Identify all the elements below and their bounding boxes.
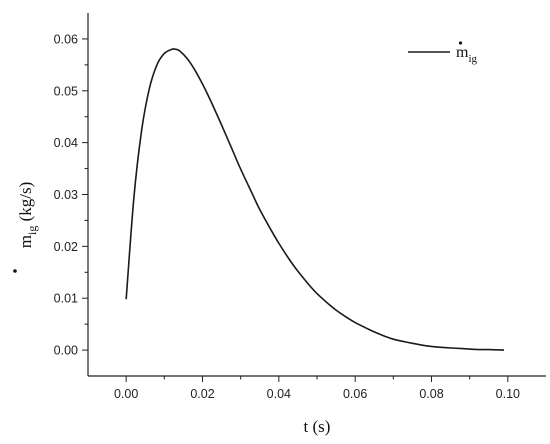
legend-label-dot [458,41,463,45]
x-axis-title: t (s) [304,417,331,436]
y-tick-label: 0.01 [54,292,78,306]
y-tick-label: 0.04 [54,136,78,150]
y-axis-title-symbol: m [16,235,35,248]
y-tick-label: 0.06 [54,32,78,46]
series-line-mig [125,48,505,351]
svg-text:mig (kg/s): mig (kg/s) [16,182,39,249]
y-tick-label: 0.00 [54,344,78,358]
legend: mig [408,41,478,65]
y-axis-title-subscript: ig [25,226,39,235]
x-axis-ticks: 0.00 0.02 0.04 0.06 0.08 0.10 [114,376,520,401]
x-tick-label: 0.04 [267,387,291,401]
x-tick-label: 0.06 [343,387,367,401]
x-tick-label: 0.10 [496,387,520,401]
x-tick-label: 0.08 [419,387,443,401]
y-axis-title: mig (kg/s) [13,182,39,273]
y-tick-label: 0.02 [54,240,78,254]
y-axis-title-dot [13,269,17,273]
legend-label: mig [456,44,478,65]
y-tick-label: 0.05 [54,84,78,98]
y-axis-ticks: 0.00 0.01 0.02 0.03 0.04 0.05 0.06 [54,32,88,358]
x-tick-label: 0.02 [190,387,214,401]
y-axis-title-unit: (kg/s) [16,182,35,222]
y-tick-label: 0.03 [54,188,78,202]
series-group [125,48,505,351]
x-tick-label: 0.00 [114,387,138,401]
